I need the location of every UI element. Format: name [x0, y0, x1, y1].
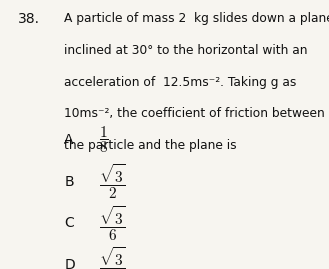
Text: $\dfrac{\sqrt{3}}{2}$: $\dfrac{\sqrt{3}}{2}$ — [99, 162, 126, 201]
Text: acceleration of  12.5ms⁻². Taking g as: acceleration of 12.5ms⁻². Taking g as — [64, 76, 296, 89]
Text: D: D — [64, 258, 75, 269]
Text: the particle and the plane is: the particle and the plane is — [64, 139, 237, 152]
Text: inclined at 30° to the horizontal with an: inclined at 30° to the horizontal with a… — [64, 44, 308, 57]
Text: 38.: 38. — [18, 12, 40, 26]
Text: $\dfrac{1}{8}$: $\dfrac{1}{8}$ — [99, 125, 108, 155]
Text: $\dfrac{\sqrt{3}}{8}$: $\dfrac{\sqrt{3}}{8}$ — [99, 246, 126, 269]
Text: A particle of mass 2  kg slides down a plane: A particle of mass 2 kg slides down a pl… — [64, 12, 329, 25]
Text: B: B — [64, 175, 74, 189]
Text: A: A — [64, 133, 74, 147]
Text: $\dfrac{\sqrt{3}}{6}$: $\dfrac{\sqrt{3}}{6}$ — [99, 204, 126, 243]
Text: C: C — [64, 216, 74, 230]
Text: 10ms⁻², the coefficient of friction between: 10ms⁻², the coefficient of friction betw… — [64, 107, 325, 120]
